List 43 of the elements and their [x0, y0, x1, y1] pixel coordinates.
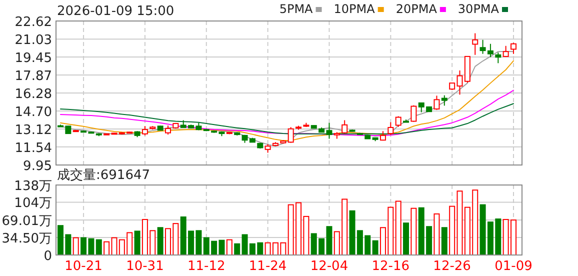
x-tick-label: 01-09 — [494, 259, 532, 274]
candlestick — [472, 32, 478, 56]
legend-label: 30PMA — [458, 2, 500, 16]
bar — [449, 206, 456, 256]
bar — [410, 208, 417, 256]
y-tick-label: 34.50万 — [2, 232, 52, 246]
x-tick-label: 12-26 — [433, 259, 471, 274]
x-tick-label: 11-24 — [248, 259, 287, 274]
y-tick-label: 138万 — [14, 179, 52, 194]
legend-label: 5PMA — [279, 2, 314, 16]
y-tick-label: 9.95 — [23, 159, 52, 174]
y-tick-label: 14.70 — [14, 105, 52, 120]
legend-label: 10PMA — [334, 2, 376, 16]
bar — [441, 227, 448, 256]
bar — [72, 237, 79, 256]
bar — [434, 213, 440, 256]
bar — [403, 222, 410, 256]
x-tick-label: 10-31 — [126, 259, 164, 274]
y-tick-label: 22.62 — [14, 15, 52, 30]
y-tick-label: 13.12 — [14, 122, 52, 138]
y-tick-label: 69.01万 — [2, 214, 52, 229]
y-tick-label: 11.54 — [14, 140, 52, 156]
bar — [395, 200, 402, 256]
x-tick-label: 12-16 — [372, 259, 410, 274]
chart-title: 成交量:691647 — [57, 167, 150, 183]
y-tick-label: 0 — [44, 249, 52, 264]
bar — [96, 239, 102, 256]
chart-title: 2026-01-09 15:00 — [57, 4, 174, 19]
y-tick-label: 19.45 — [14, 51, 52, 66]
bar — [372, 240, 378, 256]
x-tick-label: 12-04 — [310, 259, 348, 274]
line-series — [60, 60, 514, 142]
legend-label: 20PMA — [396, 2, 438, 16]
y-tick-label: 17.87 — [14, 68, 52, 84]
bar — [234, 243, 240, 256]
x-tick-label: 10-21 — [64, 259, 102, 274]
y-tick-label: 21.03 — [14, 33, 52, 48]
y-tick-label: 16.28 — [14, 87, 52, 102]
bar — [157, 227, 164, 256]
bar — [134, 230, 140, 256]
bar — [226, 239, 232, 256]
y-tick-label: 104万 — [14, 196, 52, 212]
x-tick-label: 11-12 — [187, 259, 226, 274]
